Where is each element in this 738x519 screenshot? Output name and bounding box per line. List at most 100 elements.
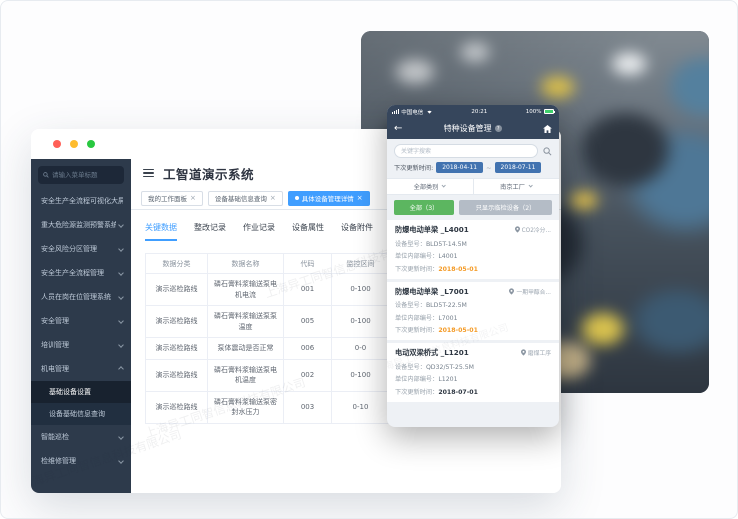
sidebar-submenu: 基础设备设置 设备基础信息查询	[31, 381, 131, 425]
internal-code-label: 单位内部编号：	[395, 376, 439, 383]
phone-nav-bar: ← 特种设备管理 ?	[387, 118, 559, 139]
sidebar-item-electromechanical[interactable]: 机电管理	[31, 357, 131, 381]
category-dropdown[interactable]: 全部类别	[387, 179, 473, 194]
col-header: 数据分类	[145, 253, 208, 274]
date-from-button[interactable]: 2018-04-11	[436, 162, 484, 173]
cell-monitor-range: 0-100	[331, 358, 390, 392]
sidebar-item-hazard-monitor[interactable]: 重大危险源监测预警系统	[31, 213, 131, 237]
next-update-label: 下次更新时间:	[394, 165, 434, 172]
equipment-title: 防爆电动单梁 _L4001	[395, 225, 469, 234]
minimize-window-button[interactable]	[70, 140, 78, 148]
next-update-label: 下次更新时间：	[395, 327, 439, 334]
close-icon[interactable]: ×	[190, 194, 196, 202]
phone-status-bar: 中国电信 20:21 100%	[387, 105, 559, 118]
cell-name: 磷石膏料浆输送泵电机温度	[207, 358, 284, 392]
close-icon[interactable]: ×	[269, 194, 276, 202]
home-icon[interactable]	[543, 124, 552, 133]
model-value: BLD5T-14.5M	[425, 240, 467, 248]
sidebar-subitem-label: 基础设备设置	[49, 388, 91, 396]
sidebar-item-safety-mgmt[interactable]: 安全管理	[31, 309, 131, 333]
sidebar-menu: 安全生产全流程可视化大屏 重大危险源监测预警系统 安全风险分区管理 安全生产全流…	[31, 189, 131, 473]
tab-chip-workboard[interactable]: 我的工作面板 ×	[141, 190, 203, 206]
tab-work-records[interactable]: 作业记录	[243, 223, 275, 232]
factory-dropdown[interactable]: 南京工厂	[472, 179, 560, 194]
phone-page-title: 特种设备管理 ?	[402, 123, 543, 134]
tab-chip-bar: 我的工作面板 × 设备基础信息查询 × 具体设备管理详情 ×	[131, 187, 561, 210]
sidebar-search[interactable]	[38, 166, 124, 184]
chevron-down-icon	[441, 183, 447, 188]
equipment-location: 一期甲醇合...	[509, 287, 551, 296]
back-arrow-icon[interactable]: ←	[394, 122, 403, 134]
col-header: 数据名称	[207, 253, 284, 274]
internal-code-value: L4001	[438, 253, 458, 260]
date-to-button[interactable]: 2018-07-11	[494, 162, 542, 173]
sidebar: 安全生产全流程可视化大屏 重大危险源监测预警系统 安全风险分区管理 安全生产全流…	[31, 159, 131, 493]
cell-name: 磷石膏料浆输送泵密封水压力	[207, 390, 284, 424]
sidebar-subitem-device-info-query[interactable]: 设备基础信息查询	[31, 403, 131, 425]
tab-device-attrs[interactable]: 设备属性	[292, 223, 324, 232]
cell-monitor-range: 0-100	[331, 305, 390, 338]
sidebar-item-smart-inspection[interactable]: 智能巡检	[31, 425, 131, 449]
model-label: 设备型号：	[395, 302, 426, 309]
tab-chip-label: 设备基础信息查询	[214, 195, 267, 203]
cell-category: 演示巡检路线	[145, 358, 208, 392]
zoom-window-button[interactable]	[87, 140, 95, 148]
segment-all-button[interactable]: 全部（3）	[394, 200, 455, 215]
model-label: 设备型号：	[395, 240, 426, 248]
keyword-search-input[interactable]	[394, 144, 538, 158]
sidebar-item-label: 重大危险源监测预警系统	[41, 221, 116, 229]
tab-chip-label: 具体设备管理详情	[301, 195, 354, 203]
cell-code: 001	[283, 273, 332, 306]
cell-name: 泵体震动是否正常	[207, 337, 284, 360]
next-update-label: 下次更新时间：	[395, 265, 439, 273]
chevron-down-icon	[118, 434, 124, 440]
carrier-label: 中国电信	[401, 109, 424, 116]
battery-icon	[544, 109, 555, 114]
equipment-card[interactable]: 防爆电动单梁 _L7001 一期甲醇合... 设备型号：BLD5T-22.5M …	[387, 281, 559, 340]
tab-rectify-records[interactable]: 整改记录	[194, 223, 226, 232]
cell-category: 演示巡检路线	[145, 273, 208, 306]
chevron-down-icon	[118, 458, 124, 464]
equipment-location: 磨煤工序	[520, 348, 551, 357]
chevron-up-icon	[118, 366, 124, 372]
equipment-card[interactable]: 防爆电动单梁 _L4001 CO2冷分... 设备型号：BLD5T-14.5M …	[387, 220, 559, 279]
cell-code: 005	[283, 305, 332, 338]
page-title: 工智道演示系统	[163, 166, 255, 182]
chevron-down-icon	[528, 183, 534, 188]
hamburger-menu-icon[interactable]	[143, 168, 154, 178]
segment-due-only-button[interactable]: 只显示临检设备（2）	[459, 200, 552, 215]
sidebar-subitem-basic-device-setup[interactable]: 基础设备设置	[31, 381, 131, 403]
chevron-down-icon	[118, 270, 124, 276]
sidebar-item-risk-zone[interactable]: 安全风险分区管理	[31, 237, 131, 261]
sidebar-item-safety-process[interactable]: 安全生产全流程管理	[31, 261, 131, 285]
cell-category: 演示巡检路线	[145, 337, 208, 360]
equipment-card-list: 防爆电动单梁 _L4001 CO2冷分... 设备型号：BLD5T-14.5M …	[387, 220, 559, 427]
cell-code: 003	[283, 390, 332, 424]
cell-monitor-range: 0-0	[331, 337, 390, 360]
tab-key-data[interactable]: 关键数据	[145, 222, 177, 241]
sidebar-item-visual-screen[interactable]: 安全生产全流程可视化大屏	[31, 189, 131, 213]
sidebar-item-personnel[interactable]: 人员在岗在位管理系统	[31, 285, 131, 309]
internal-code-label: 单位内部编号：	[395, 314, 439, 322]
sidebar-item-label: 人员在岗在位管理系统	[41, 293, 111, 301]
search-icon[interactable]	[543, 146, 552, 156]
tab-device-parts[interactable]: 设备附件	[341, 223, 373, 232]
sidebar-item-training[interactable]: 培训管理	[31, 333, 131, 357]
help-badge-icon[interactable]: ?	[494, 125, 502, 132]
phone-search-row	[387, 139, 559, 162]
cell-code: 006	[283, 337, 332, 360]
sidebar-search-input[interactable]	[52, 171, 119, 179]
cell-monitor-range: 0-100	[331, 273, 390, 306]
mobile-app: 中国电信 20:21 100% ← 特种设备管理 ? 下次更新时间: 2018-…	[387, 105, 559, 427]
equipment-card[interactable]: 电动双梁桥式 _L1201 磨煤工序 设备型号：QD32/5T-25.5M 单位…	[387, 343, 559, 402]
segment-filter-row: 全部（3） 只显示临检设备（2）	[387, 195, 559, 220]
close-window-button[interactable]	[53, 140, 61, 148]
model-label: 设备型号：	[395, 363, 426, 371]
factory-dropdown-value: 南京工厂	[500, 184, 525, 191]
chevron-down-icon	[118, 342, 124, 348]
tab-chip-device-query[interactable]: 设备基础信息查询 ×	[207, 190, 283, 206]
sidebar-item-maintenance[interactable]: 检维修管理	[31, 449, 131, 473]
close-icon[interactable]: ×	[356, 194, 363, 202]
tab-chip-device-detail[interactable]: 具体设备管理详情 ×	[287, 190, 370, 206]
